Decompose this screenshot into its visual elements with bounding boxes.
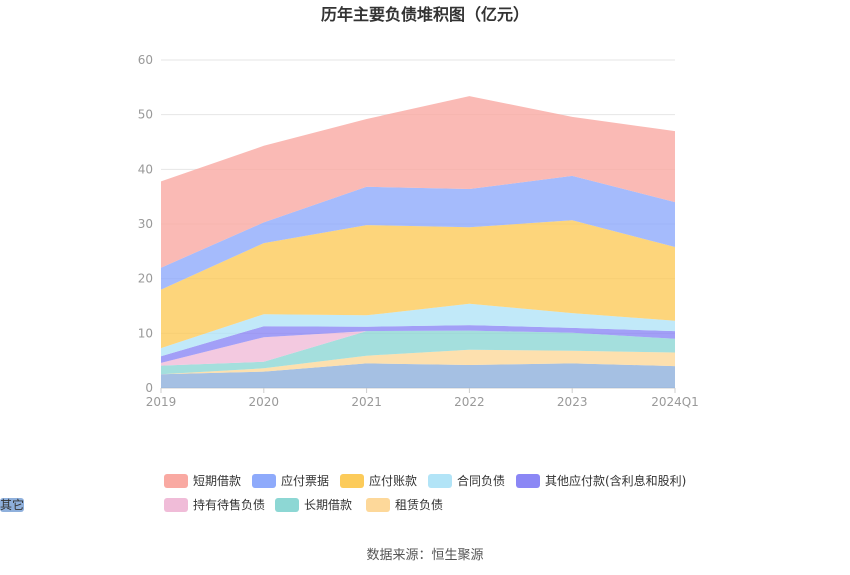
y-tick-label: 40 [138, 162, 153, 176]
y-tick-label: 60 [138, 53, 153, 67]
legend-swatch [340, 474, 364, 488]
legend-item[interactable]: 长期借款 [275, 498, 352, 512]
legend-label: 长期借款 [304, 498, 352, 512]
legend-item[interactable]: 其它 [0, 497, 24, 512]
legend-item[interactable]: 租赁负债 [366, 498, 443, 512]
legend-swatch [164, 498, 188, 512]
x-tick-label: 2020 [249, 395, 280, 409]
legend-swatch [516, 474, 540, 488]
legend-label: 短期借款 [193, 474, 241, 488]
area-2 [161, 330, 675, 375]
x-tick-label: 2024Q1 [651, 395, 699, 409]
legend-label: 应付票据 [281, 473, 329, 488]
y-tick-label: 10 [138, 326, 153, 340]
area-1 [161, 349, 675, 375]
area-3 [161, 330, 675, 366]
legend-swatch [252, 474, 276, 488]
x-tick-label: 2023 [557, 395, 588, 409]
legend-label: 应付账款 [369, 473, 417, 488]
area-0 [161, 363, 675, 388]
y-tick-label: 20 [138, 272, 153, 286]
axes: 0 10 20 30 40 50 60 2019 2020 2021 2022 2023 2024Q1 [138, 53, 699, 409]
area-7 [161, 175, 675, 290]
x-tick-label: 2021 [351, 395, 382, 409]
legend-item[interactable]: 持有待售负债 [164, 497, 265, 512]
legend-swatch [0, 498, 24, 512]
legend-label: 租赁负债 [395, 498, 443, 512]
legend-swatch [428, 474, 452, 488]
y-tick-label: 30 [138, 217, 153, 231]
area-4 [161, 325, 675, 363]
area-series [161, 96, 675, 388]
x-tick-label: 2022 [454, 395, 485, 409]
legend-swatch [275, 498, 299, 512]
x-tick-label: 2019 [146, 395, 177, 409]
legend[interactable]: 短期借款 应付票据 应付账款 合同负债 其他应付款(含利息和股利) 持有待售负债 长期借款 租… [0, 473, 686, 512]
y-tick-label: 0 [145, 381, 153, 395]
area-5 [161, 303, 675, 357]
legend-swatch [164, 474, 188, 488]
legend-item[interactable]: 其他应付款(含利息和股利) [516, 473, 686, 488]
area-6 [161, 220, 675, 349]
legend-item[interactable]: 合同负债 [428, 473, 505, 488]
legend-label: 持有待售负债 [193, 497, 265, 512]
legend-label: 其它 [0, 497, 24, 512]
area-8 [161, 96, 675, 268]
legend-item[interactable]: 应付票据 [252, 473, 329, 488]
legend-item[interactable]: 应付账款 [340, 473, 417, 488]
legend-label: 合同负债 [457, 473, 505, 488]
data-source: 数据来源：恒生聚源 [366, 548, 483, 563]
legend-label: 其他应付款(含利息和股利) [545, 473, 686, 488]
chart-title: 历年主要负债堆积图（亿元） [321, 5, 529, 24]
legend-item[interactable]: 短期借款 [164, 474, 241, 488]
legend-swatch [366, 498, 390, 512]
y-tick-label: 50 [138, 108, 153, 122]
